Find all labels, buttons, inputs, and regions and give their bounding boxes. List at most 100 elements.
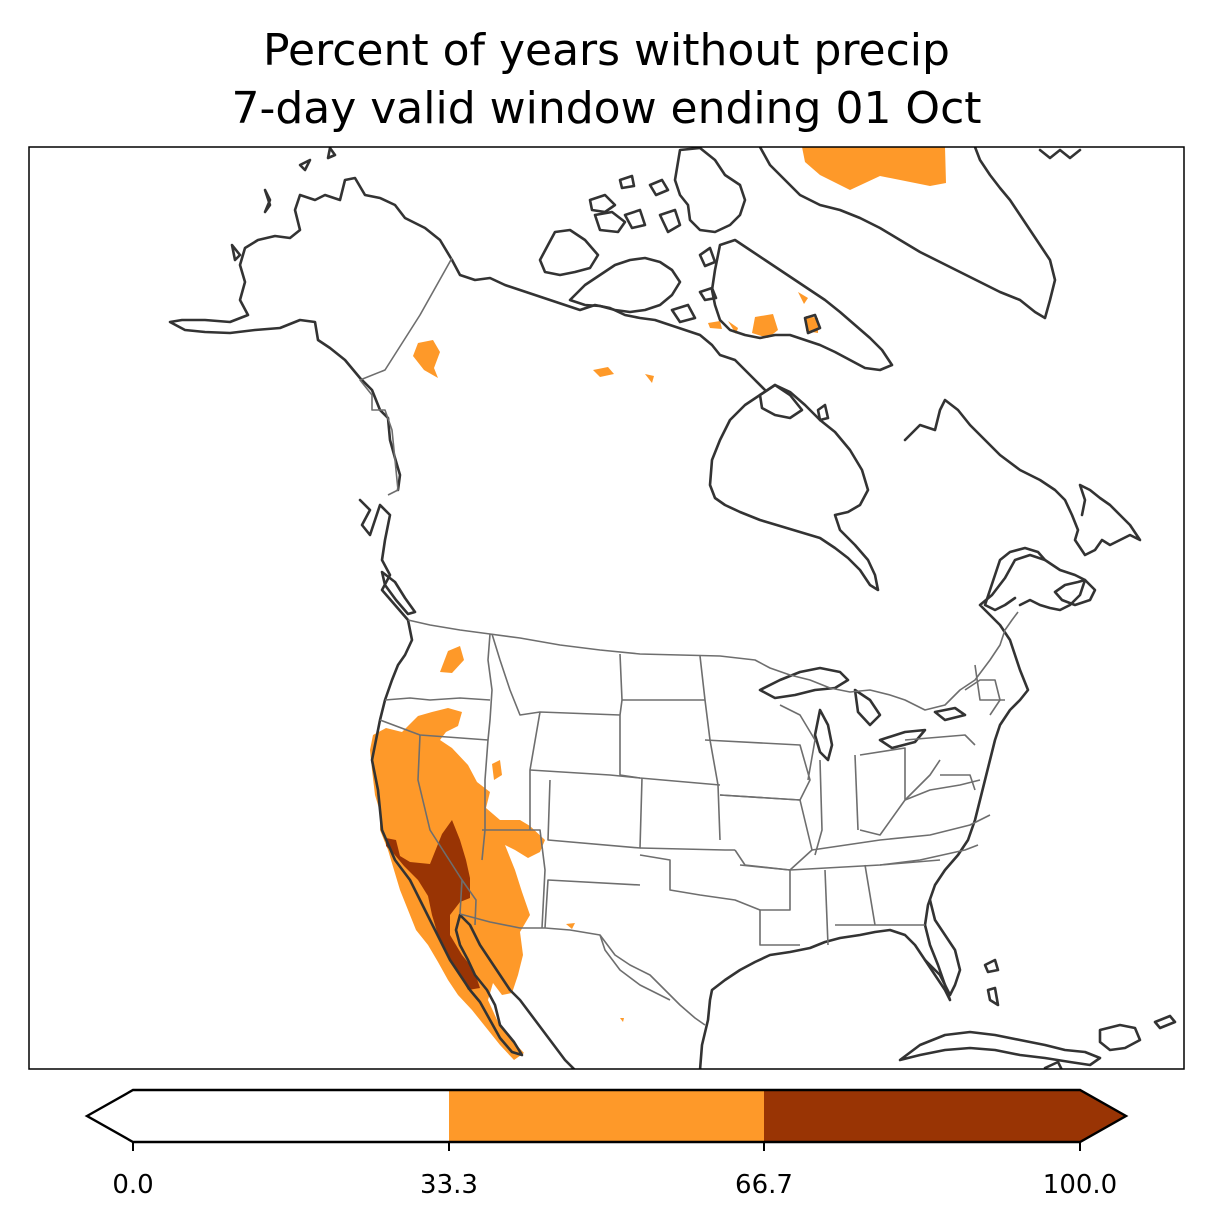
border-oh-east bbox=[859, 747, 906, 836]
border-ky-tn bbox=[811, 814, 991, 851]
border-il-in bbox=[814, 759, 823, 856]
coast-isle-d bbox=[816, 403, 830, 422]
coast-southampton bbox=[758, 383, 804, 420]
coast-bahamas-2 bbox=[986, 986, 1000, 1007]
border-mex-states bbox=[599, 934, 671, 1001]
coast-isle-a bbox=[698, 286, 718, 302]
coast-baffin bbox=[710, 238, 894, 372]
coast-bahamas bbox=[983, 958, 1000, 974]
colorbar-tick-label-2: 66.7 bbox=[735, 1170, 793, 1200]
border-ne bbox=[964, 679, 1001, 716]
coast-alaska-isle2 bbox=[230, 243, 242, 262]
border-carolinas bbox=[879, 844, 979, 866]
border-tx-west bbox=[544, 879, 641, 929]
border-az-ca bbox=[461, 879, 477, 926]
shade-arctic-2 bbox=[645, 374, 654, 383]
coast-isle-b bbox=[670, 303, 697, 324]
border-wy-south bbox=[529, 769, 641, 779]
colorbar-extend-high bbox=[1080, 1090, 1126, 1142]
colorbar-tick-label-0: 0.0 bbox=[112, 1170, 154, 1200]
border-us-mexico bbox=[459, 913, 706, 1026]
border-az-east bbox=[482, 829, 546, 929]
coast-alaska bbox=[168, 176, 454, 492]
coast-alaska-isle3 bbox=[298, 158, 312, 172]
border-id-mt bbox=[491, 633, 621, 716]
shade-baffin-3 bbox=[798, 292, 808, 304]
coast-arctic-isle-2 bbox=[593, 210, 627, 234]
border-al-ga bbox=[864, 864, 876, 926]
border-ne-2 bbox=[974, 664, 1005, 701]
coast-arctic-isle-7 bbox=[618, 174, 636, 190]
colorbar-bin-high bbox=[764, 1090, 1080, 1142]
coast-cuba bbox=[898, 1030, 1102, 1067]
border-nv-ut bbox=[481, 739, 489, 861]
map-title-line1: Percent of years without precip bbox=[263, 25, 950, 76]
border-us-canada bbox=[407, 611, 1019, 711]
border-ks-ok bbox=[639, 847, 735, 851]
colorbar-bin-mid bbox=[449, 1090, 764, 1142]
border-pa-ny bbox=[904, 734, 976, 746]
coast-greenland bbox=[758, 147, 1057, 320]
border-ca-nv bbox=[417, 734, 463, 915]
coast-lake-ontario bbox=[933, 706, 967, 722]
shade-west-high bbox=[386, 820, 480, 990]
coast-alaska-isle1 bbox=[263, 188, 272, 214]
shade-baffin-1 bbox=[752, 314, 778, 338]
shade-yukon bbox=[413, 340, 440, 378]
shade-utah-patch bbox=[492, 760, 502, 780]
border-in-oh bbox=[854, 754, 859, 831]
coast-greenland-ne bbox=[1038, 148, 1082, 160]
border-ia bbox=[704, 739, 811, 801]
border-ok-tx bbox=[639, 854, 761, 911]
shade-nm-patch bbox=[566, 923, 575, 929]
coast-isle-c bbox=[803, 313, 822, 335]
coast-florida bbox=[923, 898, 962, 997]
borders bbox=[359, 257, 1019, 1026]
coastlines bbox=[168, 147, 1177, 1069]
border-ms-al bbox=[824, 869, 829, 946]
coast-lake-michigan bbox=[813, 708, 834, 762]
colorbar-bin-low bbox=[133, 1090, 449, 1142]
coast-labrador bbox=[903, 398, 1142, 557]
map-title-line2: 7-day valid window ending 01 Oct bbox=[231, 83, 982, 134]
colorbar-tick-label-3: 100.0 bbox=[1042, 1170, 1118, 1200]
coast-mexico-east bbox=[698, 553, 1087, 1069]
border-ar-la bbox=[739, 864, 800, 946]
coast-lake-superior bbox=[758, 666, 850, 700]
border-md-de bbox=[940, 774, 976, 791]
border-wa-or bbox=[384, 697, 491, 701]
border-mn-west bbox=[699, 655, 721, 841]
coast-stlawrence bbox=[983, 546, 1047, 612]
coast-alaska-isle4 bbox=[326, 147, 337, 160]
coast-arctic-isle-3 bbox=[623, 208, 647, 230]
coast-newfoundland bbox=[1053, 578, 1097, 607]
coast-hispaniola bbox=[1098, 1023, 1142, 1052]
coast-lake-erie bbox=[878, 728, 927, 750]
map-content bbox=[168, 147, 1177, 1069]
coast-isle-e bbox=[698, 246, 717, 268]
shade-greenland-north bbox=[802, 147, 946, 190]
border-mo bbox=[719, 794, 813, 871]
colorbar-tick-label-1: 33.3 bbox=[420, 1170, 478, 1200]
coast-victoria-isle bbox=[568, 256, 682, 314]
coast-yucatan bbox=[1043, 1060, 1063, 1069]
coast-banks-isle bbox=[538, 228, 600, 277]
shade-mex-patch bbox=[620, 1018, 624, 1022]
data-shading bbox=[370, 147, 946, 1060]
coast-puerto-rico bbox=[1153, 1014, 1177, 1030]
border-id-west bbox=[487, 633, 493, 741]
coast-arctic-isle-5 bbox=[658, 208, 682, 234]
coast-arctic-isle-6 bbox=[673, 147, 747, 234]
border-wi bbox=[779, 704, 816, 781]
map-frame bbox=[28, 146, 1185, 1070]
shade-baffin-4 bbox=[708, 321, 722, 329]
shade-arctic-1 bbox=[593, 367, 614, 377]
colorbar-extend-low bbox=[87, 1090, 133, 1142]
coast-arctic-isle-1 bbox=[588, 193, 617, 214]
coast-lake-huron bbox=[853, 688, 882, 727]
border-va-nc bbox=[904, 779, 981, 801]
border-nd-sd-ne bbox=[619, 653, 721, 786]
shade-oregon-idaho bbox=[440, 646, 464, 673]
border-co bbox=[547, 777, 643, 849]
